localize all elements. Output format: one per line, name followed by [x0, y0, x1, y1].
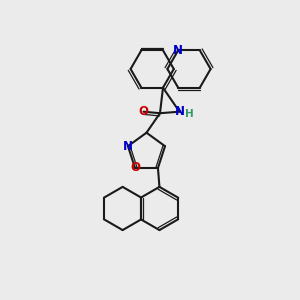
Text: O: O — [130, 161, 140, 175]
Text: N: N — [173, 44, 183, 57]
Text: N: N — [123, 140, 133, 153]
Text: N: N — [175, 105, 184, 118]
Text: H: H — [185, 109, 194, 119]
Text: O: O — [139, 105, 148, 118]
